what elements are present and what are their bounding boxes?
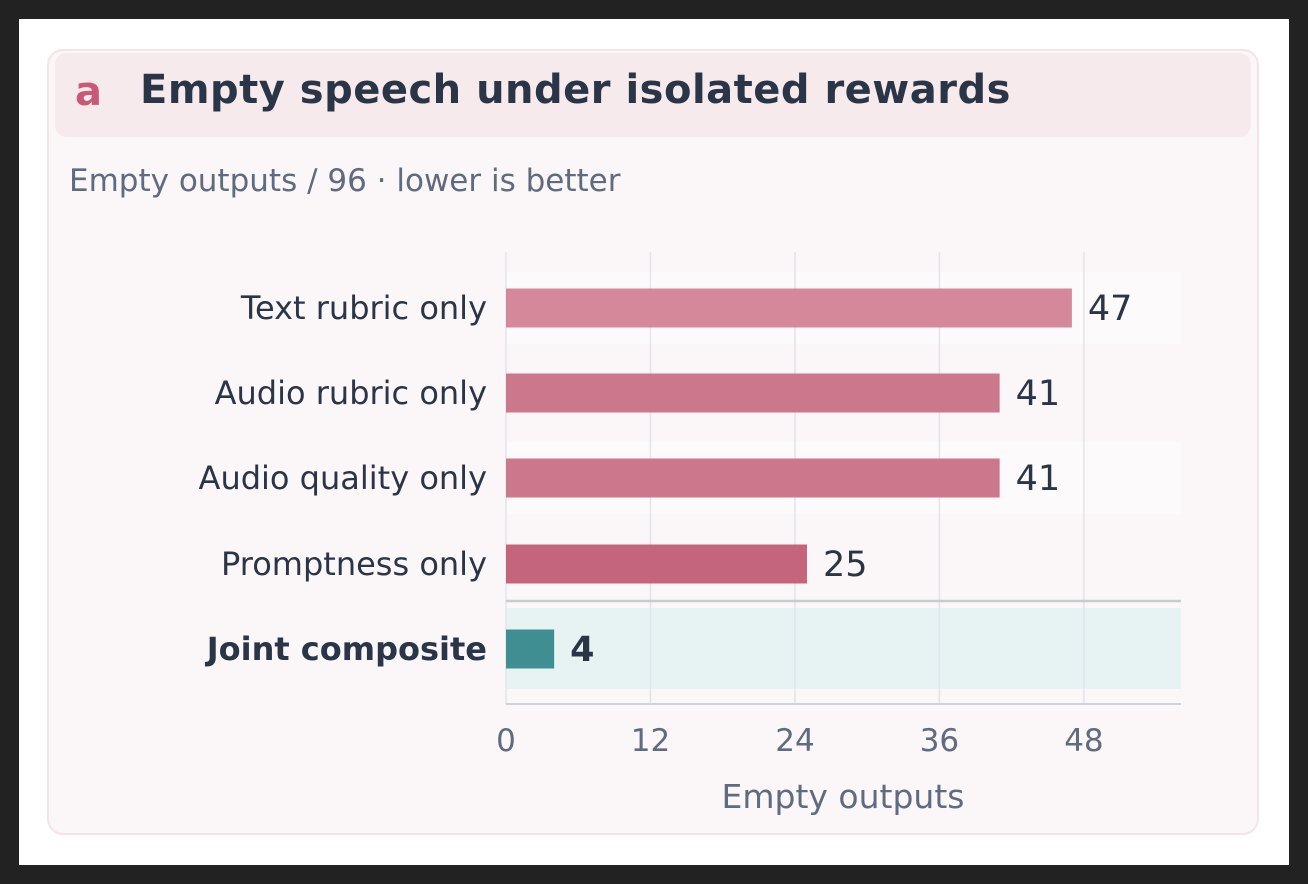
- highlight-band: [506, 608, 1181, 689]
- bar-audio-quality-only: [506, 458, 1000, 498]
- panel-letter: a: [75, 69, 102, 115]
- x-tick-label: 12: [631, 723, 670, 759]
- x-tick-label: 0: [496, 723, 516, 759]
- x-axis-title: Empty outputs: [722, 777, 965, 816]
- value-label: 25: [823, 545, 868, 585]
- bar-text-rubric-only: [506, 288, 1072, 328]
- category-label: Audio quality only: [199, 459, 487, 497]
- panel-title: Empty speech under isolated rewards: [140, 67, 1011, 113]
- category-label: Promptness only: [221, 545, 487, 583]
- category-label: Audio rubric only: [215, 374, 487, 412]
- category-label: Joint composite: [205, 630, 487, 668]
- category-label: Text rubric only: [240, 289, 487, 327]
- bar-audio-rubric-only: [506, 373, 1000, 413]
- x-tick-label: 36: [920, 723, 959, 759]
- panel-header: a Empty speech under isolated rewards: [55, 53, 1251, 137]
- bar-promptness-only: [506, 544, 807, 584]
- value-label: 41: [1016, 459, 1061, 499]
- value-label: 47: [1088, 289, 1133, 329]
- x-tick-label: 24: [775, 723, 814, 759]
- bar-joint-composite: [506, 629, 555, 669]
- value-label: 4: [570, 630, 594, 670]
- value-label: 41: [1016, 374, 1061, 414]
- panel-subtitle: Empty outputs / 96 · lower is better: [69, 163, 621, 199]
- x-tick-label: 48: [1064, 723, 1103, 759]
